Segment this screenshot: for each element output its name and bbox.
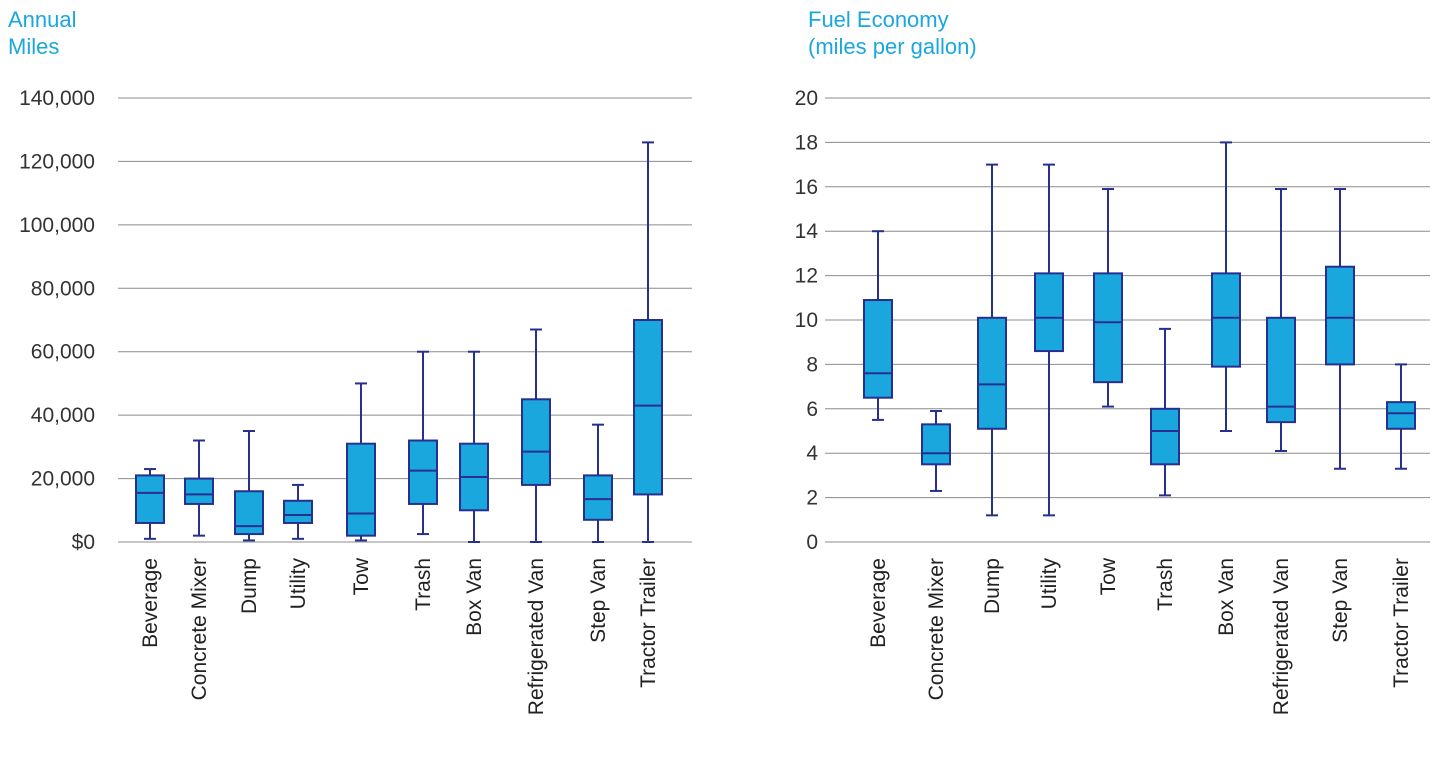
box-beverage xyxy=(135,468,165,540)
y-tick-label: 12 xyxy=(795,265,818,288)
annual-miles-title-line2: Miles xyxy=(8,34,60,59)
category-label: Tractor Trailer xyxy=(1390,558,1413,688)
iqr-box xyxy=(1034,272,1064,353)
box-dump xyxy=(977,163,1007,517)
box-dump xyxy=(234,430,264,542)
y-tick-label: 60,000 xyxy=(31,341,95,364)
y-tick-label: 4 xyxy=(806,442,818,465)
iqr-box xyxy=(1150,407,1180,466)
box-refrigerated-van xyxy=(1266,188,1296,452)
iqr-box xyxy=(863,299,893,399)
y-tick-label: 18 xyxy=(795,131,818,154)
y-tick-label: 40,000 xyxy=(31,404,95,427)
y-tick-label: 140,000 xyxy=(19,87,95,110)
y-tick-label: 80,000 xyxy=(31,277,95,300)
annual-miles-box-plot: $0 20,000 40,000 60,000 80,000 100,000 120,000… xyxy=(19,87,692,715)
category-label: Tow xyxy=(1097,557,1120,595)
box-beverage xyxy=(863,230,893,421)
fuel-economy-chart-title: Fuel Economy (miles per gallon) xyxy=(808,6,977,60)
category-label: Trash xyxy=(412,558,435,611)
category-label: Utility xyxy=(1038,558,1061,610)
annual-miles-title-line1: Annual xyxy=(8,7,77,32)
box-trash xyxy=(408,350,438,536)
box-trash xyxy=(1150,327,1180,497)
box-utility xyxy=(283,483,313,540)
category-label: Concrete Mixer xyxy=(188,558,211,700)
box-tractor-trailer xyxy=(633,141,663,543)
y-tick-label: 0 xyxy=(806,531,818,554)
category-label: Beverage xyxy=(139,558,162,648)
category-label: Box Van xyxy=(463,558,486,636)
y-tick-label: 14 xyxy=(795,220,819,243)
category-label: Trash xyxy=(1154,558,1177,611)
box-tow xyxy=(1093,188,1123,408)
iqr-box xyxy=(977,316,1007,430)
iqr-box xyxy=(283,499,313,524)
iqr-box xyxy=(633,319,663,496)
box-box-van xyxy=(1211,141,1241,432)
category-label: Dump xyxy=(981,558,1004,614)
y-tick-label: 8 xyxy=(806,353,818,376)
iqr-box xyxy=(1211,272,1241,368)
iqr-box xyxy=(1386,401,1416,430)
category-label: Step Van xyxy=(1329,558,1352,643)
iqr-box xyxy=(408,439,438,505)
iqr-box xyxy=(1325,265,1355,366)
category-label: Dump xyxy=(238,558,261,614)
box-step-van xyxy=(1325,188,1355,470)
category-label: Tow xyxy=(350,557,373,595)
iqr-box xyxy=(583,474,613,521)
iqr-box xyxy=(234,490,264,536)
y-tick-label: 120,000 xyxy=(19,150,95,173)
fuel-economy-title-line1: Fuel Economy xyxy=(808,7,949,32)
category-label: Step Van xyxy=(587,558,610,643)
iqr-box xyxy=(1093,272,1123,384)
category-label: Utility xyxy=(287,558,310,610)
y-tick-label: 2 xyxy=(806,487,818,510)
box-tractor-trailer xyxy=(1386,363,1416,470)
y-tick-label: 16 xyxy=(795,176,818,199)
y-tick-label: 6 xyxy=(806,398,818,421)
box-refrigerated-van xyxy=(521,328,551,543)
iqr-box xyxy=(521,398,551,486)
category-label: Concrete Mixer xyxy=(925,558,948,700)
category-label: Refrigerated Van xyxy=(525,558,548,715)
fuel-economy-title-line2: (miles per gallon) xyxy=(808,34,977,59)
category-label: Box Van xyxy=(1215,558,1238,636)
box-concrete-mixer xyxy=(184,439,214,537)
fuel-economy-box-plot: 0 2 4 6 8 10 12 14 16 18 20 Beverage Concrete Mixer D… xyxy=(795,87,1430,715)
iqr-box xyxy=(1266,316,1296,424)
y-tick-label: 10 xyxy=(795,309,818,332)
box-box-van xyxy=(459,350,489,543)
y-tick-label: 20 xyxy=(795,87,818,110)
iqr-box xyxy=(135,474,165,524)
y-tick-label: 100,000 xyxy=(19,214,95,237)
box-tow xyxy=(346,382,376,542)
box-step-van xyxy=(583,423,613,543)
y-tick-label: $0 xyxy=(72,531,95,554)
annual-miles-chart-title: Annual Miles xyxy=(8,6,77,60)
category-label: Refrigerated Van xyxy=(1270,558,1293,715)
box-concrete-mixer xyxy=(921,410,951,492)
category-label: Beverage xyxy=(867,558,890,648)
y-tick-label: 20,000 xyxy=(31,468,95,491)
category-label: Tractor Trailer xyxy=(637,558,660,688)
iqr-box xyxy=(346,442,376,537)
iqr-box xyxy=(184,477,214,505)
iqr-box xyxy=(921,423,951,466)
box-utility xyxy=(1034,163,1064,517)
